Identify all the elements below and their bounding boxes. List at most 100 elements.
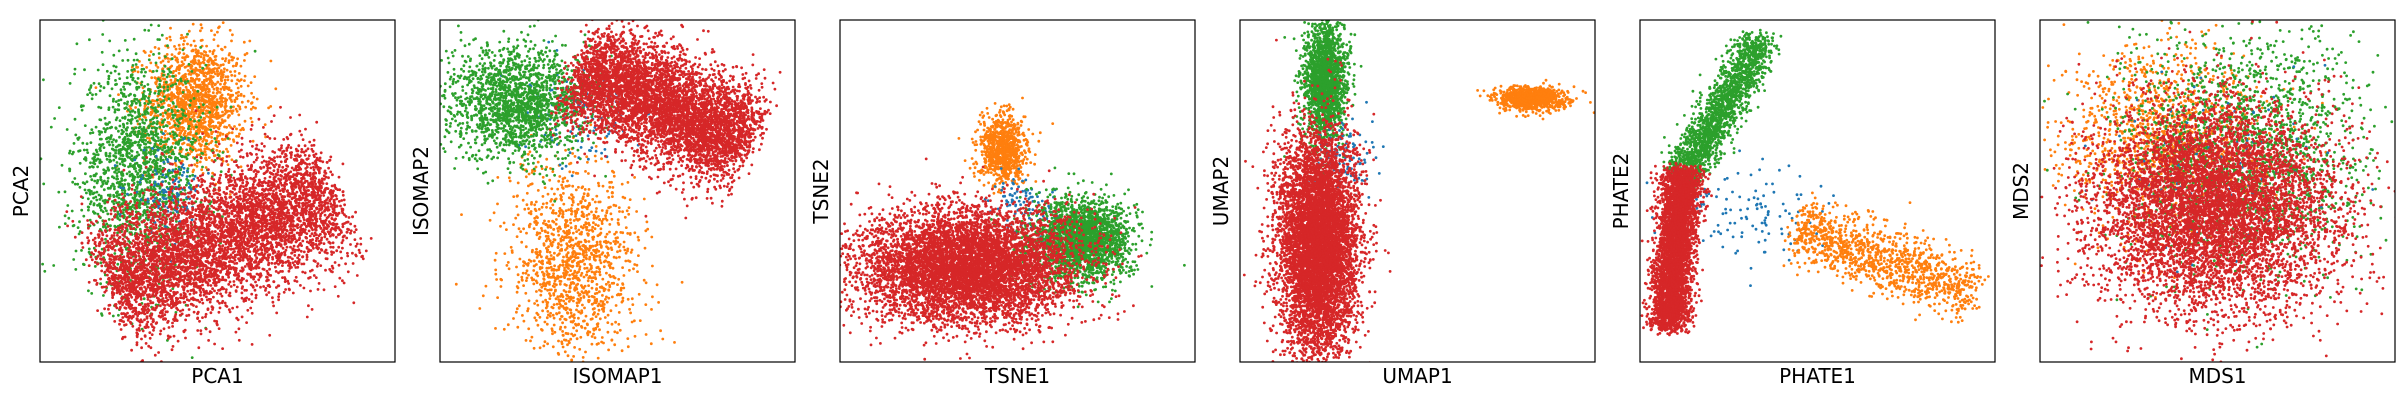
point xyxy=(281,165,285,169)
point xyxy=(167,326,171,329)
point xyxy=(171,168,175,172)
point xyxy=(175,210,179,214)
point xyxy=(178,131,182,135)
point xyxy=(231,33,234,37)
point xyxy=(232,105,235,109)
point xyxy=(212,87,216,91)
point xyxy=(193,119,197,123)
point xyxy=(114,156,118,159)
point xyxy=(210,59,214,63)
point xyxy=(98,202,101,206)
point xyxy=(159,113,163,116)
point xyxy=(150,165,153,169)
point xyxy=(211,85,214,89)
point xyxy=(171,325,175,328)
point xyxy=(89,131,92,135)
point xyxy=(216,74,220,77)
point xyxy=(235,134,239,138)
point xyxy=(201,140,205,143)
point xyxy=(137,153,141,157)
point xyxy=(144,70,147,74)
point xyxy=(90,165,94,168)
point xyxy=(166,132,170,136)
point xyxy=(177,180,181,184)
point xyxy=(133,94,137,98)
point xyxy=(181,94,185,98)
point xyxy=(76,137,80,140)
point xyxy=(221,63,225,66)
point xyxy=(204,142,208,146)
point xyxy=(226,78,230,82)
point xyxy=(191,115,194,119)
point xyxy=(181,126,184,129)
point xyxy=(156,218,160,222)
point xyxy=(89,141,93,145)
point xyxy=(130,102,134,105)
point xyxy=(180,108,184,111)
point xyxy=(252,160,256,164)
point xyxy=(117,129,120,133)
point xyxy=(202,103,205,107)
point xyxy=(252,239,256,243)
point xyxy=(145,188,149,192)
point xyxy=(83,188,87,192)
point xyxy=(140,70,143,74)
point xyxy=(174,82,178,86)
point xyxy=(250,123,254,127)
point xyxy=(185,183,188,187)
point xyxy=(237,338,241,342)
point xyxy=(99,84,103,88)
point xyxy=(153,91,157,95)
point xyxy=(278,189,282,193)
point xyxy=(106,82,110,86)
point xyxy=(140,337,143,341)
point xyxy=(141,118,144,122)
point xyxy=(143,121,146,125)
point xyxy=(193,70,197,74)
point xyxy=(146,169,150,172)
point xyxy=(82,148,86,152)
point xyxy=(115,116,119,120)
point xyxy=(243,79,246,82)
point xyxy=(123,39,127,42)
point xyxy=(136,175,140,179)
point xyxy=(170,57,174,61)
point xyxy=(146,102,150,106)
point xyxy=(133,200,137,204)
point xyxy=(197,346,201,350)
point xyxy=(108,197,111,201)
point xyxy=(272,202,276,205)
point xyxy=(171,216,175,220)
point xyxy=(110,140,114,144)
point xyxy=(311,161,315,165)
point xyxy=(209,128,213,132)
point xyxy=(110,134,113,137)
point xyxy=(116,203,120,207)
point xyxy=(257,148,261,152)
point xyxy=(177,68,181,72)
point xyxy=(217,66,221,70)
point xyxy=(359,242,363,246)
point xyxy=(242,128,245,132)
point xyxy=(282,138,286,141)
point xyxy=(226,150,230,154)
point xyxy=(210,61,214,65)
point xyxy=(150,7,153,10)
point xyxy=(272,114,276,117)
point xyxy=(81,246,85,249)
point xyxy=(140,83,143,87)
point xyxy=(229,105,233,109)
point xyxy=(273,137,277,141)
point xyxy=(201,112,205,115)
point xyxy=(125,122,129,125)
point xyxy=(92,196,95,200)
point xyxy=(238,194,242,198)
point xyxy=(194,138,197,142)
point xyxy=(131,176,135,179)
point xyxy=(91,131,95,135)
point xyxy=(144,148,148,152)
point xyxy=(141,213,145,217)
point xyxy=(158,185,162,189)
point xyxy=(179,102,183,106)
point xyxy=(161,148,164,152)
